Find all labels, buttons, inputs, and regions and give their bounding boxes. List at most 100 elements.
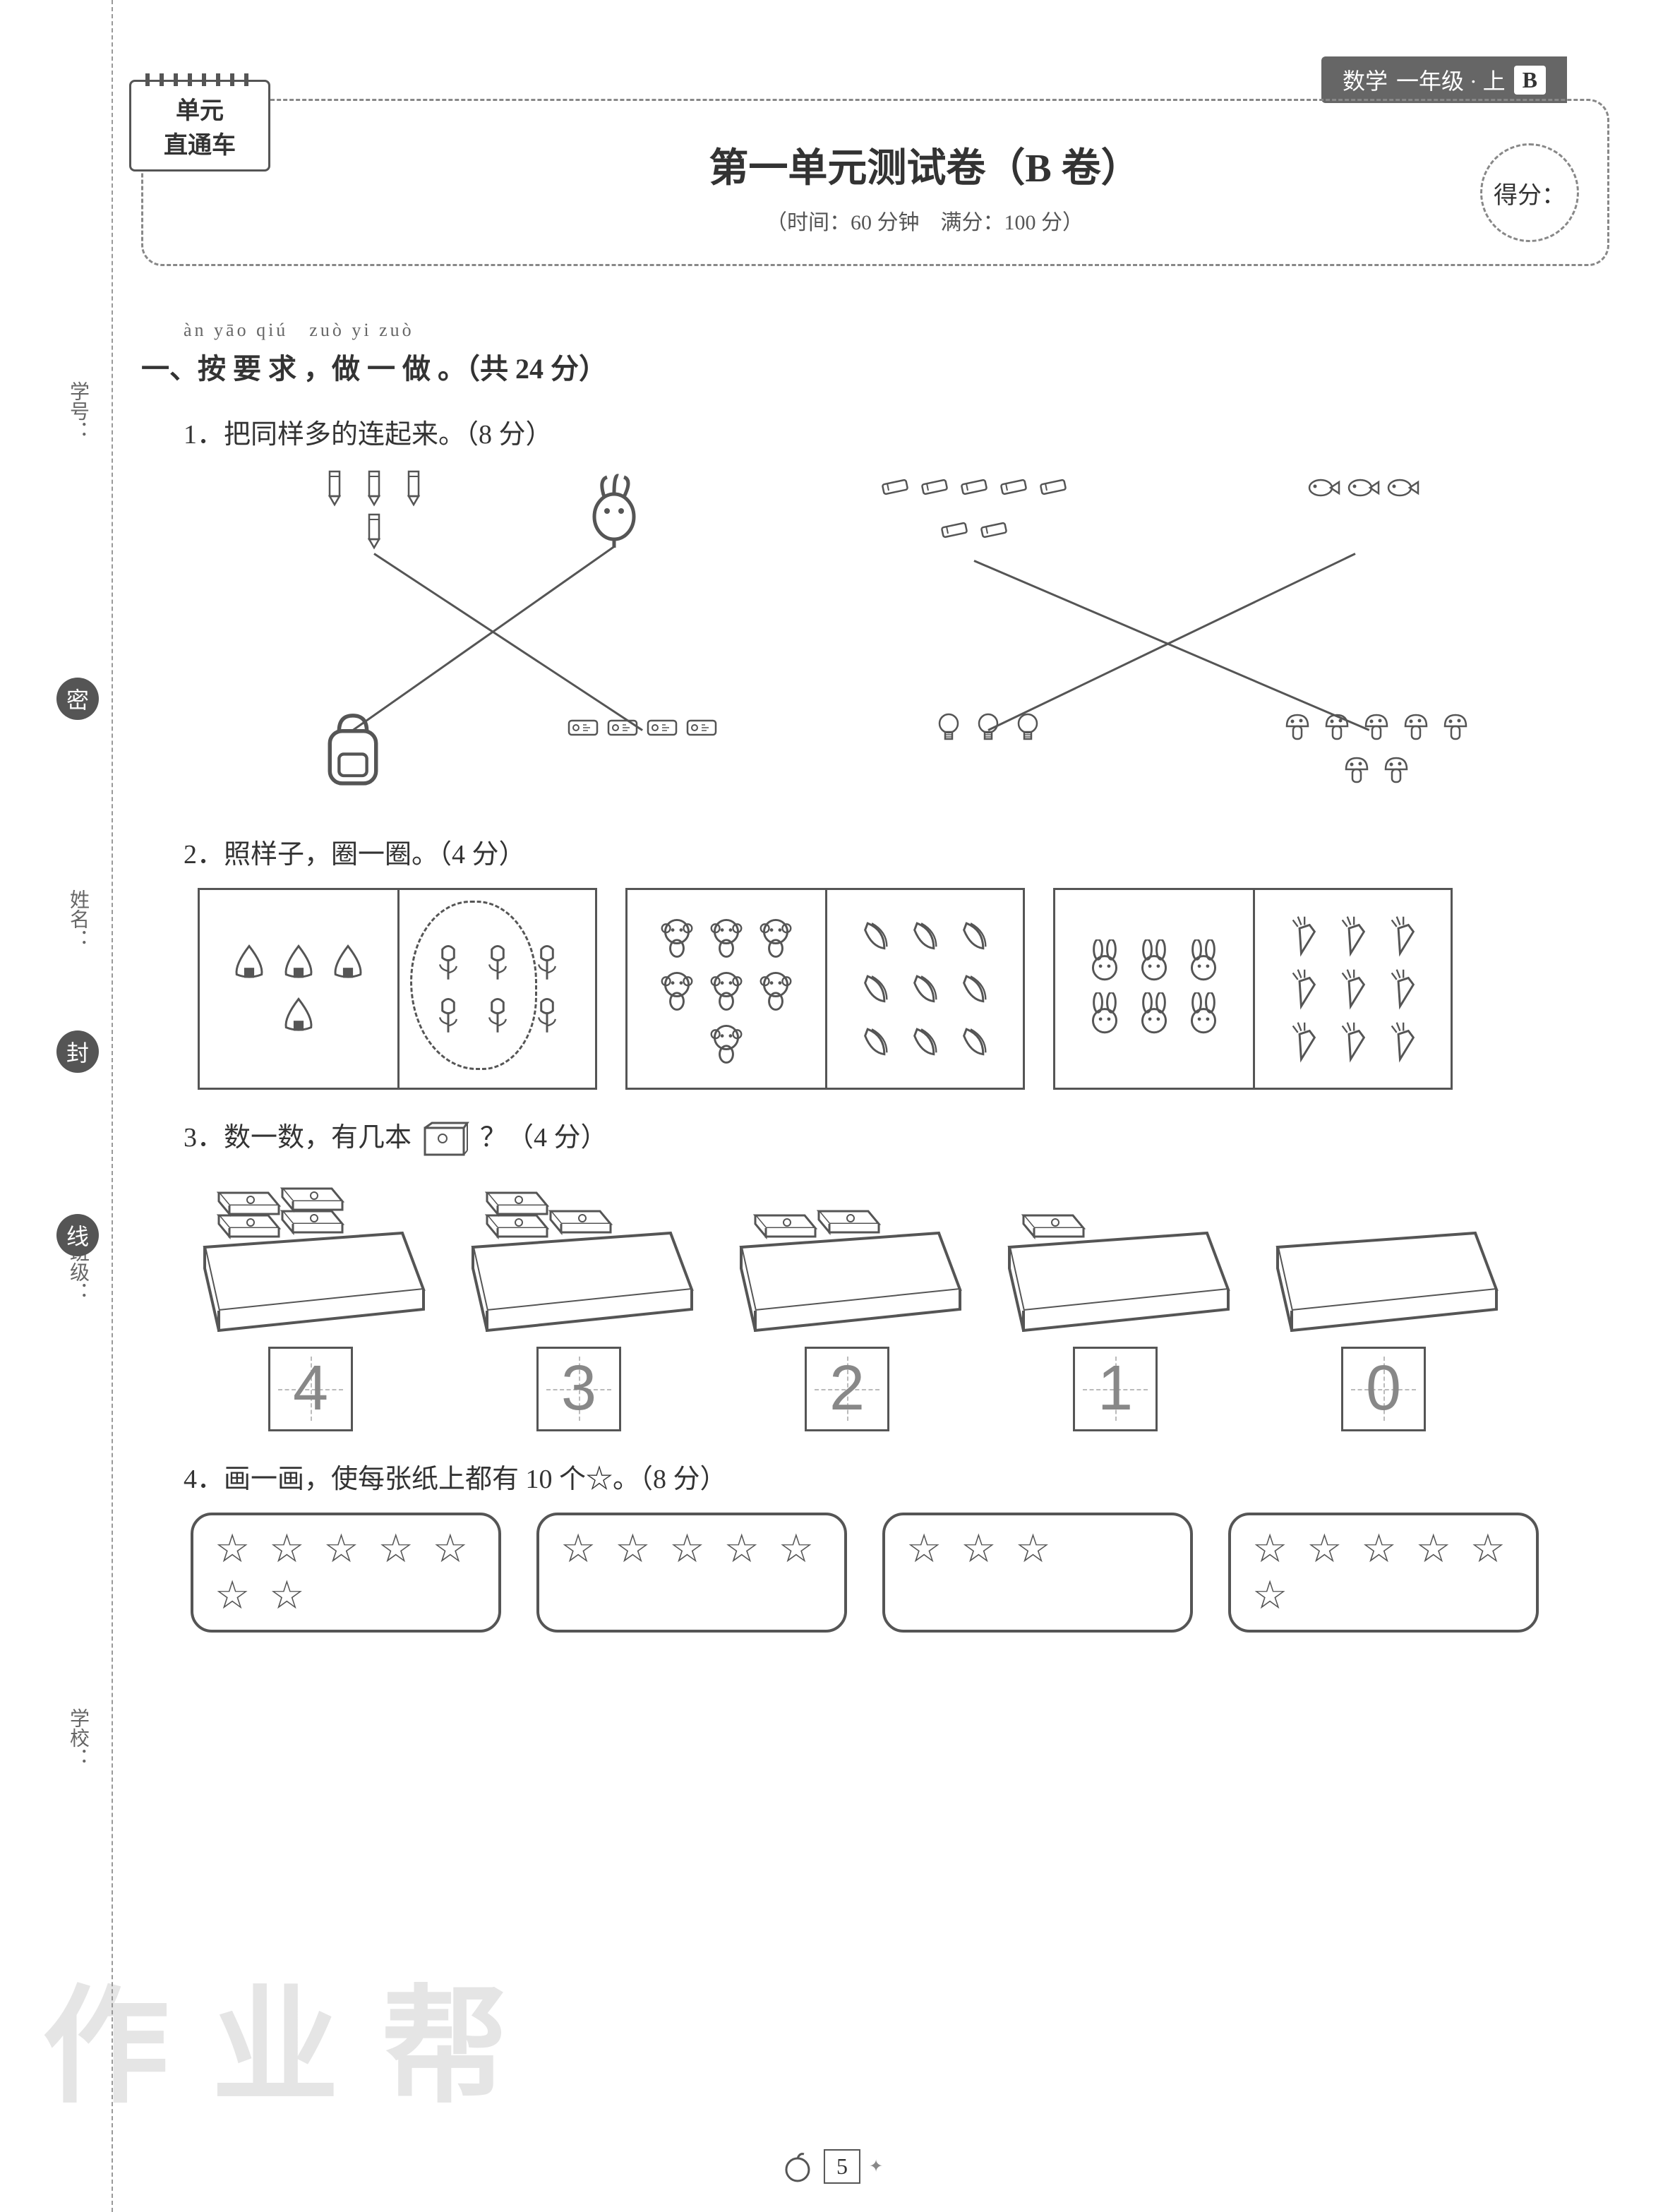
section-pinyin: àn yāo qiú zuò yi zuò	[184, 315, 1609, 342]
answer-box[interactable]: 1	[1073, 1347, 1158, 1431]
group-backpack	[311, 708, 395, 793]
subtitle: （时间：60 分钟 满分：100 分）	[284, 205, 1565, 236]
pencil-icon	[317, 468, 352, 507]
notepad-icon: 单元 直通车	[129, 80, 270, 172]
question-1: 1．把同样多的连起来。（8 分）	[184, 412, 1609, 807]
eraser-icon	[1035, 468, 1071, 507]
star-box-3[interactable]: ☆☆☆☆☆☆☆☆☆☆	[1228, 1513, 1539, 1633]
watermark: 作业帮	[42, 1943, 551, 2127]
fish-icon	[1345, 468, 1380, 507]
answer-digit: 3	[561, 1352, 596, 1425]
circle-area	[198, 888, 1595, 1090]
star-icon: ☆	[906, 1576, 951, 1616]
answer-box[interactable]: 3	[536, 1347, 621, 1431]
count-area: 4 3 2 1 0	[191, 1177, 1602, 1431]
answer-digit: 1	[1098, 1352, 1133, 1425]
banana-icon	[954, 966, 996, 1012]
q3-title: 3．数一数，有几本 ？（4 分）	[184, 1115, 1609, 1160]
rabbit-icon	[1083, 939, 1126, 985]
star-box-1[interactable]: ☆☆☆☆☆☆☆☆☆☆	[536, 1513, 847, 1633]
tulip-icon	[526, 992, 568, 1038]
seal-mi: 密	[56, 678, 99, 720]
star-icon: ☆	[215, 1576, 259, 1616]
main-title: 第一单元测试卷（B 卷）	[284, 136, 1565, 193]
section-1: àn yāo qiú zuò yi zuò 一、按 要 求 ，做 一 做 。（共…	[141, 315, 1609, 1633]
pencil-icon	[356, 511, 392, 550]
star-icon: ☆	[779, 1529, 823, 1569]
star-icon: ☆	[560, 1529, 605, 1569]
circle-box-left	[628, 890, 825, 1088]
page-number: 5	[824, 2149, 860, 2184]
eraser-icon	[917, 468, 952, 507]
circle-box-left	[200, 890, 397, 1088]
star-icon: ☆	[323, 1576, 368, 1616]
tulip-icon	[476, 939, 519, 985]
desk-group-3: 1	[995, 1177, 1235, 1431]
desk-icon	[191, 1177, 431, 1335]
tulip-icon	[476, 992, 519, 1038]
answer-box[interactable]: 0	[1341, 1347, 1426, 1431]
fish-icon	[1305, 468, 1340, 507]
banana-icon	[904, 913, 947, 959]
star-icon: ☆	[1070, 1576, 1115, 1616]
match-line	[352, 546, 615, 731]
star-icon: ☆	[1070, 1529, 1115, 1569]
star-icon: ☆	[1015, 1529, 1059, 1569]
score-label: 得分：	[1494, 176, 1566, 210]
star-icon: ☆	[961, 1576, 1005, 1616]
eraser-icon	[877, 468, 913, 507]
answer-digit: 4	[293, 1352, 328, 1425]
desk-icon	[727, 1177, 967, 1335]
circle-pair-0	[198, 888, 597, 1090]
tulip-icon	[427, 992, 469, 1038]
star-icon: ☆	[779, 1576, 823, 1616]
carrot-icon	[1332, 913, 1374, 959]
answer-box[interactable]: 2	[805, 1347, 889, 1431]
group-mushrooms	[1271, 708, 1482, 790]
carrot-icon	[1381, 1019, 1424, 1065]
eraser-icon	[996, 468, 1031, 507]
monkey-icon	[755, 966, 797, 1012]
dotted-circle	[410, 901, 537, 1070]
carrot-icon	[1381, 913, 1424, 959]
star-icon: ☆	[724, 1529, 769, 1569]
mushroom-icon	[1319, 708, 1355, 747]
carrot-icon	[1283, 913, 1325, 959]
carrot-icon	[1283, 966, 1325, 1012]
star-icon: ☆	[433, 1529, 477, 1569]
score-circle: 得分：	[1480, 143, 1579, 242]
question-3: 3．数一数，有几本 ？（4 分） 4 3 2 1 0	[184, 1115, 1609, 1431]
group-radish	[579, 468, 649, 553]
star-icon: ☆	[1361, 1529, 1405, 1569]
mushroom-icon	[1280, 708, 1315, 747]
eraser-icon	[956, 468, 992, 507]
onigiri-icon	[277, 939, 320, 985]
star-icon: ☆	[433, 1576, 477, 1616]
star-area: ☆☆☆☆☆☆☆☆☆☆☆☆☆☆☆☆☆☆☆☆☆☆☆☆☆☆☆☆☆☆☆☆☆☆☆☆☆☆☆☆	[191, 1513, 1602, 1633]
star-box-2[interactable]: ☆☆☆☆☆☆☆☆☆☆	[882, 1513, 1193, 1633]
monkey-icon	[755, 913, 797, 959]
circle-box-left	[1055, 890, 1253, 1088]
bulb-icon	[931, 708, 966, 747]
desk-group-4: 0	[1263, 1177, 1503, 1431]
radish-icon	[579, 468, 649, 553]
rabbit-icon	[1182, 992, 1225, 1038]
carrot-icon	[1332, 966, 1374, 1012]
star-icon: ☆	[1124, 1529, 1169, 1569]
star-box-0[interactable]: ☆☆☆☆☆☆☆☆☆☆	[191, 1513, 501, 1633]
monkey-icon	[656, 966, 698, 1012]
circle-pair-1	[625, 888, 1025, 1090]
carrot-icon	[1283, 1019, 1325, 1065]
mushroom-icon	[1339, 751, 1374, 790]
binding-label-name: 姓名：	[64, 889, 92, 949]
star-icon: ☆	[961, 1529, 1005, 1569]
answer-box[interactable]: 4	[268, 1347, 353, 1431]
binding-margin: 学号： 姓名： 班级： 学校： 密 封 线	[21, 0, 113, 2212]
monkey-icon	[705, 913, 748, 959]
star-icon: ☆	[1307, 1576, 1351, 1616]
group-fish	[1292, 468, 1433, 507]
binding-label-school: 学校：	[64, 1708, 92, 1767]
star-icon: ☆	[215, 1529, 259, 1569]
banana-icon	[904, 966, 947, 1012]
q3-title-pre: 3．数一数，有几本	[184, 1123, 412, 1153]
